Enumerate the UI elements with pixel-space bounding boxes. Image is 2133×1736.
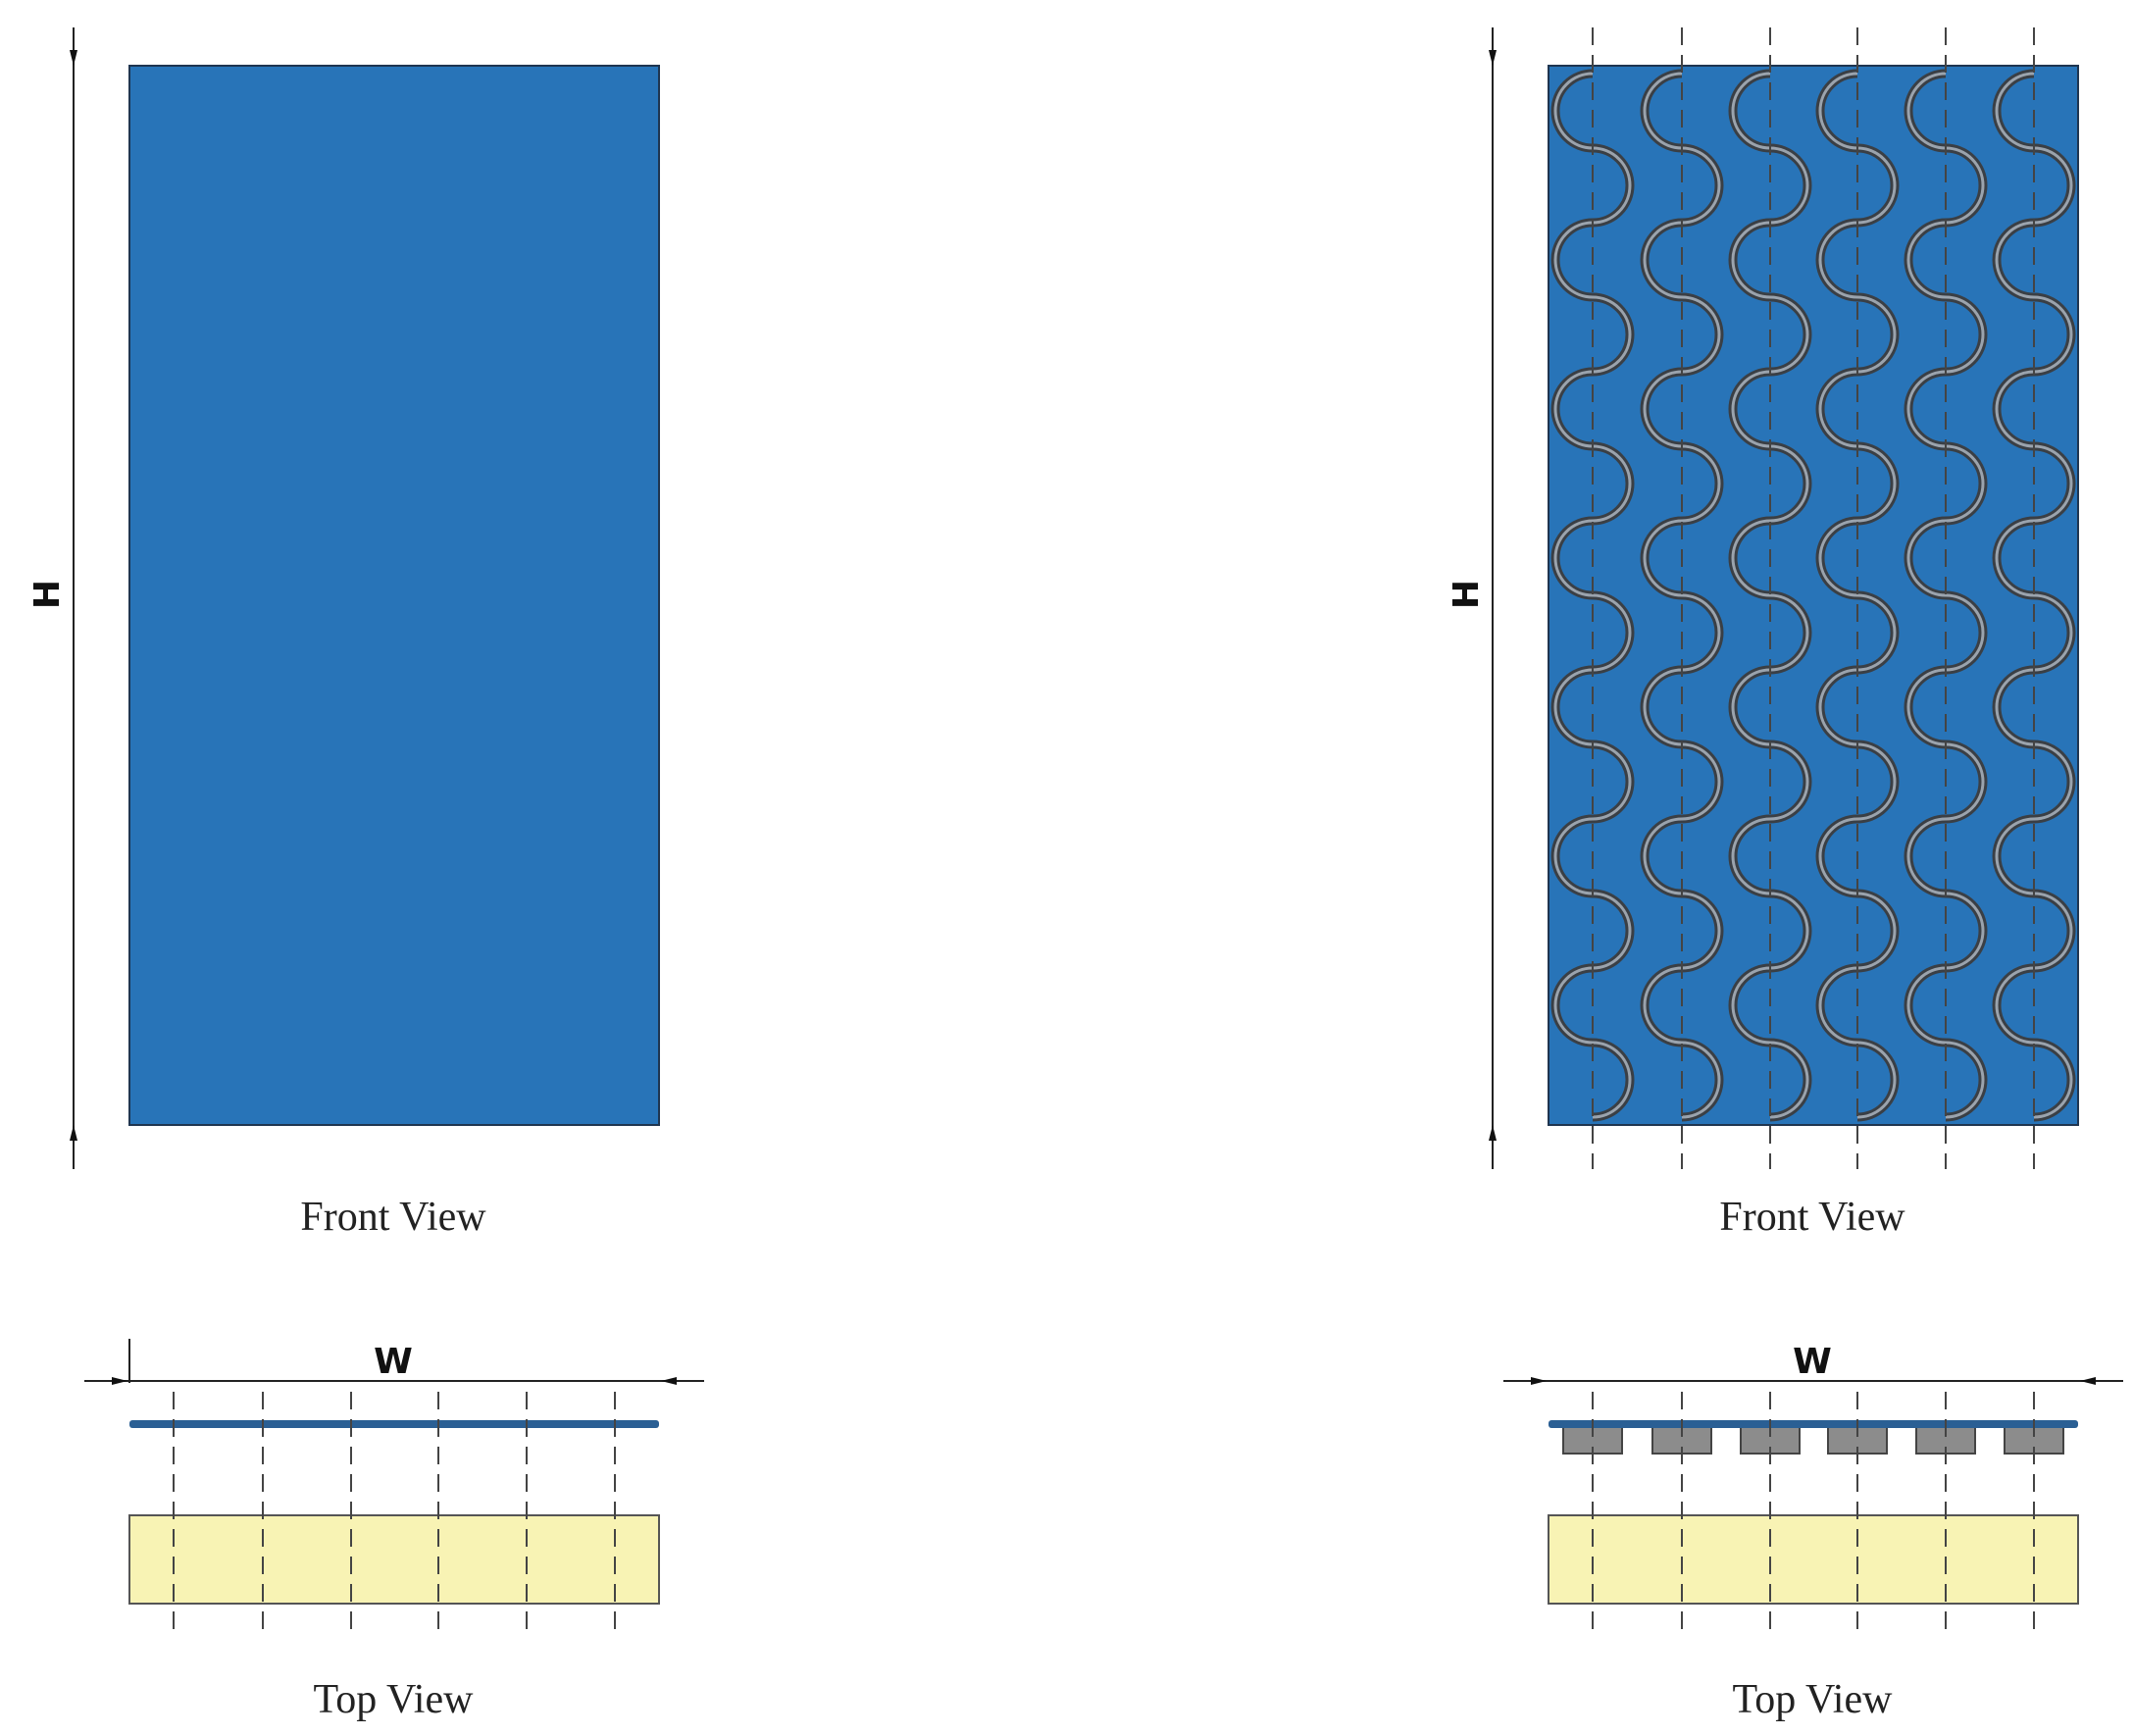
tube-inner: [1818, 72, 1897, 1119]
tube-inner: [1643, 72, 1721, 1119]
panel-top: [129, 1420, 659, 1428]
base-top: [1548, 1514, 2079, 1605]
width-label: W: [374, 1342, 413, 1382]
caption: Top View: [1733, 1677, 1894, 1722]
panel-front: [1548, 65, 2079, 1126]
caption: Front View: [1719, 1195, 1905, 1240]
tube-inner: [1906, 72, 1985, 1119]
tube-inner: [1553, 72, 1632, 1119]
width-label: W: [1793, 1342, 1832, 1382]
caption: Top View: [314, 1677, 475, 1722]
tube-inner: [1995, 72, 2073, 1119]
tubes: [1550, 69, 2076, 1122]
left-panel: H Front View W Top View: [27, 27, 704, 1722]
base-top: [128, 1514, 660, 1605]
height-label: H: [1447, 580, 1487, 609]
dash-lines: [1592, 1392, 2035, 1638]
tube-inner: [1731, 72, 1809, 1119]
caption: Front View: [300, 1195, 486, 1240]
right-panel: H Front View W Top View: [1447, 27, 2123, 1722]
panel-front: [128, 65, 660, 1126]
clips: [1562, 1425, 2064, 1455]
dash-lines: [1592, 27, 2035, 1169]
dash-lines: [173, 1392, 616, 1638]
height-label: H: [27, 580, 68, 609]
panel-top: [1549, 1420, 2078, 1428]
